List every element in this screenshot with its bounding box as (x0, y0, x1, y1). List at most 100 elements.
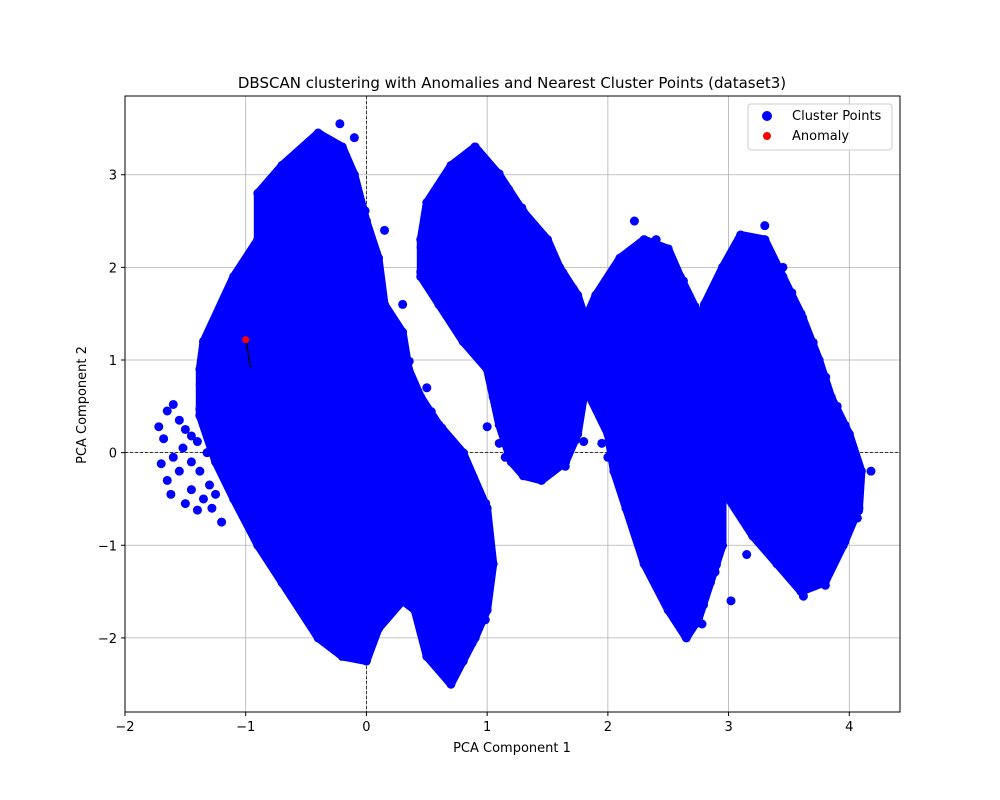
cluster-point (350, 239, 360, 249)
cluster-point (339, 507, 349, 517)
cluster-point (303, 504, 313, 514)
cluster-point (808, 337, 818, 347)
cluster-point (445, 604, 455, 614)
cluster-point (472, 293, 482, 303)
cluster-point (755, 280, 765, 290)
cluster-point (613, 326, 623, 336)
cluster-point (504, 343, 514, 353)
cluster-point (699, 483, 709, 493)
cluster-point (668, 310, 678, 320)
cluster-point (217, 388, 227, 398)
cluster-point (702, 339, 712, 349)
cluster-point (625, 402, 635, 412)
cluster-point (760, 221, 770, 231)
cluster-point (656, 376, 666, 386)
cluster-point (369, 421, 379, 431)
cluster-point (425, 506, 435, 516)
cluster-point (295, 298, 305, 308)
cluster-point (663, 244, 673, 254)
cluster-point (426, 548, 436, 558)
cluster-point (603, 385, 613, 395)
cluster-point (360, 273, 370, 283)
cluster-point (347, 229, 357, 239)
cluster-point (645, 283, 655, 293)
cluster-point (657, 393, 667, 403)
cluster-point (483, 285, 493, 295)
cluster-point (524, 267, 534, 277)
cluster-point (657, 577, 667, 587)
cluster-point (372, 473, 382, 483)
cluster-point (325, 421, 335, 431)
cluster-point (495, 370, 505, 380)
cluster-point (296, 181, 306, 191)
cluster-point (753, 337, 763, 347)
cluster-point (786, 496, 796, 506)
cluster-point (555, 262, 565, 272)
cluster-point (336, 204, 346, 214)
cluster-point (358, 354, 368, 364)
cluster-point (667, 317, 677, 327)
cluster-point (756, 347, 766, 357)
cluster-point (284, 247, 294, 257)
cluster-point (295, 439, 305, 449)
cluster-point (721, 329, 731, 339)
cluster-point (505, 294, 515, 304)
cluster-point (658, 252, 668, 262)
cluster-point (274, 215, 284, 225)
cluster-point (327, 322, 337, 332)
cluster-point (470, 633, 480, 643)
cluster-point (391, 521, 401, 531)
cluster-point (249, 479, 259, 489)
cluster-point (162, 406, 172, 416)
cluster-point (329, 357, 339, 367)
cluster-point (472, 244, 482, 254)
cluster-point (209, 440, 219, 450)
cluster-point (766, 530, 776, 540)
cluster-point (644, 424, 654, 434)
cluster-point (240, 472, 250, 482)
cluster-point (656, 517, 666, 527)
cluster-point (666, 483, 676, 493)
cluster-point (537, 310, 547, 320)
cluster-point (314, 179, 324, 189)
cluster-point (251, 423, 261, 433)
cluster-point (785, 295, 795, 305)
cluster-point (678, 601, 688, 611)
cluster-point (240, 497, 250, 507)
cluster-point (600, 283, 610, 293)
cluster-point (615, 319, 625, 329)
cluster-point (503, 393, 513, 403)
cluster-point (325, 146, 335, 156)
cluster-point (382, 581, 392, 591)
cluster-point (839, 470, 849, 480)
cluster-point (361, 223, 371, 233)
cluster-point (760, 235, 770, 245)
cluster-point (518, 471, 528, 481)
cluster-point (436, 564, 446, 574)
cluster-point (349, 472, 359, 482)
cluster-point (831, 497, 841, 507)
cluster-point (777, 547, 787, 557)
cluster-point (305, 447, 315, 457)
cluster-point (778, 314, 788, 324)
cluster-point (461, 301, 471, 311)
cluster-point (296, 248, 306, 258)
cluster-point (622, 258, 632, 268)
cluster-point (788, 489, 798, 499)
cluster-point (548, 368, 558, 378)
cluster-point (329, 448, 339, 458)
cluster-point (381, 538, 391, 548)
cluster-point (208, 398, 218, 408)
cluster-point (819, 471, 829, 481)
cluster-point (305, 539, 315, 549)
cluster-point (350, 648, 360, 658)
cluster-point (304, 271, 314, 281)
cluster-point (371, 572, 381, 582)
cluster-point (252, 281, 262, 291)
cluster-point (543, 235, 553, 245)
cluster-point (538, 419, 548, 429)
cluster-point (514, 334, 524, 344)
cluster-point (393, 581, 403, 591)
cluster-point (439, 193, 449, 203)
cluster-point (712, 510, 722, 520)
